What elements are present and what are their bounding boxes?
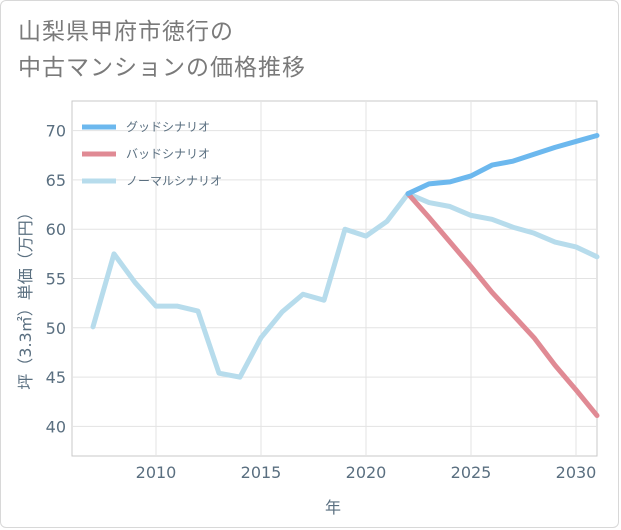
y-tick-label: 40 bbox=[46, 417, 66, 436]
legend-label-normal: ノーマルシナリオ bbox=[126, 174, 222, 188]
series-layer bbox=[90, 133, 600, 419]
y-axis-ticks: 40 45 50 55 60 65 70 bbox=[46, 122, 66, 437]
chart-title-line2: 中古マンションの価格推移 bbox=[18, 55, 306, 81]
legend-label-bad: バッドシナリオ bbox=[126, 147, 210, 161]
y-tick-label: 65 bbox=[46, 171, 66, 190]
chart-title-line1: 山梨県甲府市徳行の bbox=[18, 19, 234, 45]
legend-label-good: グッドシナリオ bbox=[126, 120, 210, 134]
y-axis-label: 坪（3.3㎡）単価（万円） bbox=[16, 204, 35, 389]
grid-lines bbox=[72, 101, 597, 456]
y-tick-label: 60 bbox=[46, 220, 66, 239]
series-line-good bbox=[405, 133, 600, 197]
y-tick-label: 45 bbox=[46, 368, 66, 387]
x-tick-label: 2015 bbox=[241, 463, 282, 482]
y-tick-label: 50 bbox=[46, 319, 66, 338]
series-line-bad bbox=[405, 191, 600, 419]
y-tick-label: 70 bbox=[46, 122, 66, 141]
x-axis-ticks: 2010 2015 2020 2025 2030 bbox=[136, 463, 597, 482]
chart-title: 山梨県甲府市徳行の 中古マンションの価格推移 bbox=[18, 14, 306, 86]
x-tick-label: 2025 bbox=[451, 463, 492, 482]
x-tick-label: 2020 bbox=[346, 463, 387, 482]
y-tick-label: 55 bbox=[46, 270, 66, 289]
x-axis-label: 年 bbox=[325, 498, 341, 517]
x-tick-label: 2010 bbox=[136, 463, 177, 482]
x-tick-label: 2030 bbox=[556, 463, 597, 482]
series-line-normal bbox=[90, 191, 600, 380]
